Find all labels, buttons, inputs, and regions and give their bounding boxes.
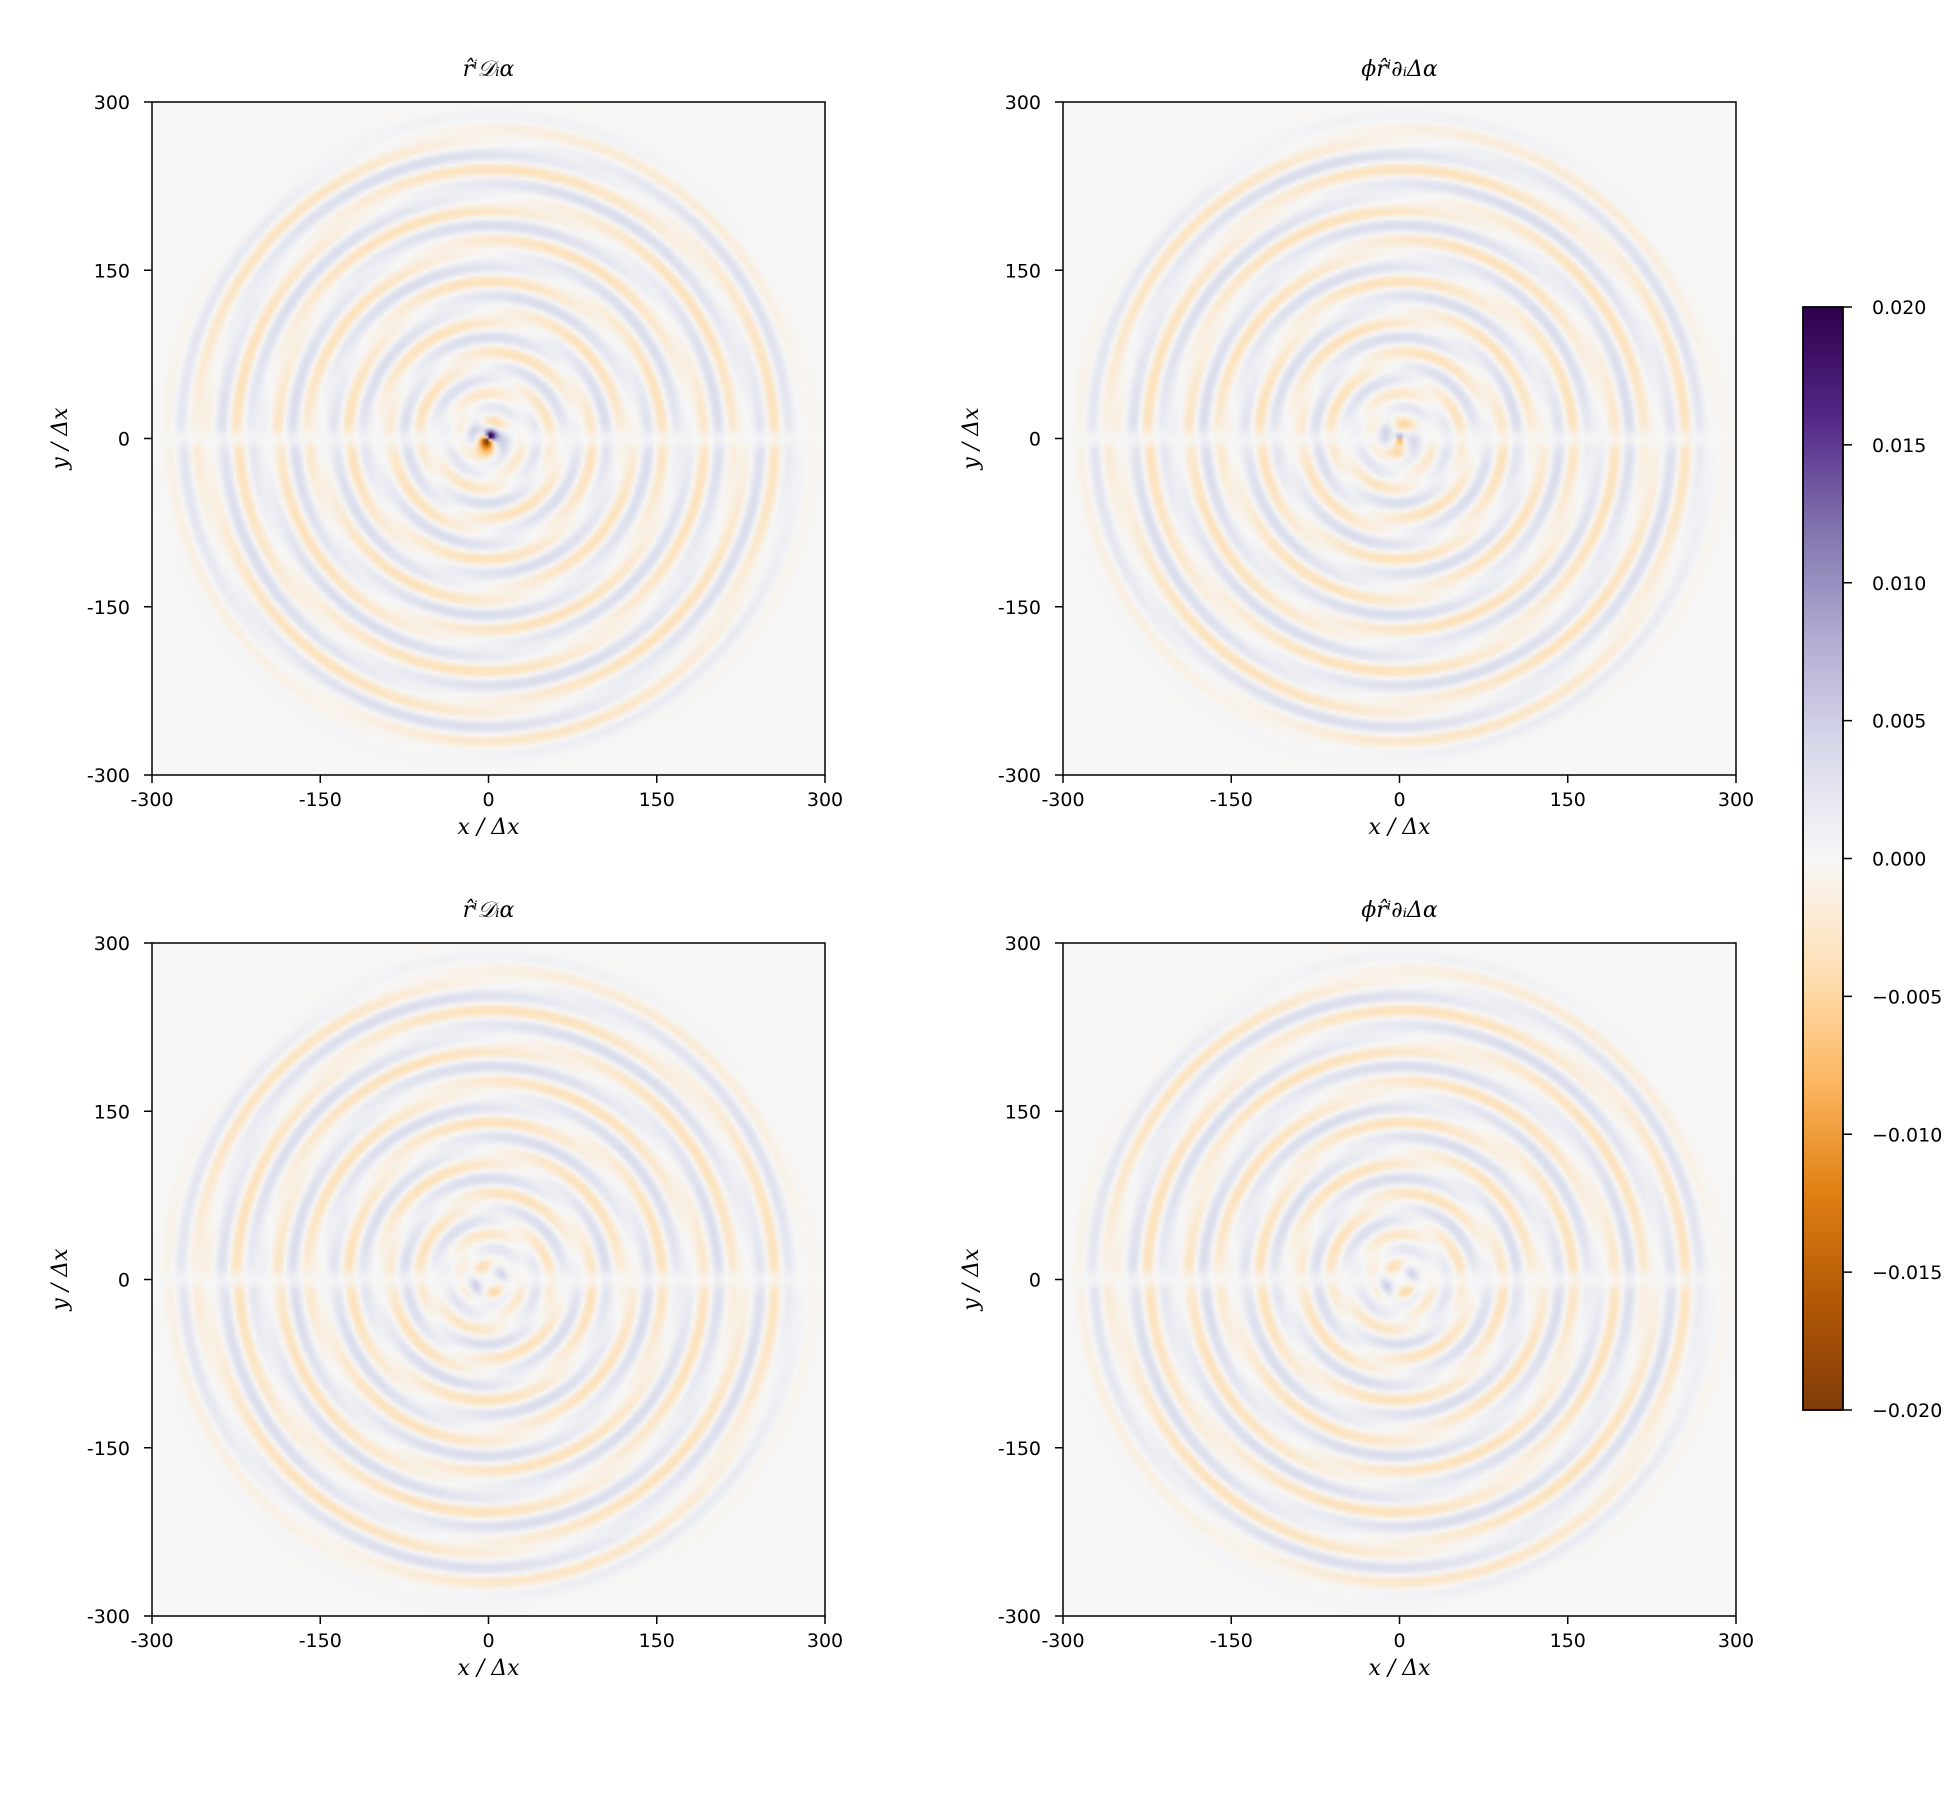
y-tick-label: -300	[998, 1606, 1041, 1628]
colorbar-tick-label: 0.015	[1872, 435, 1926, 457]
x-tick-label: -150	[1210, 789, 1253, 811]
y-tick-label: -300	[87, 765, 130, 787]
y-tick-label: 0	[118, 429, 130, 451]
colorbar-tick-label: 0.005	[1872, 711, 1926, 733]
colorbar-tick-label: −0.015	[1872, 1262, 1942, 1284]
x-ticks-2: -300 -150 0 150 300	[1041, 775, 1754, 811]
y-tick-label: -150	[87, 597, 130, 619]
y-tick-label: 150	[1005, 1101, 1041, 1123]
colorbar: 0.020 0.015 0.010 0.005 0.000 −0.005 −0.010 −0.…	[1802, 297, 1942, 1422]
heatmap-3	[152, 943, 825, 1616]
x-tick-label: -300	[1041, 1630, 1084, 1652]
y-axis-label-2: y / Δx	[959, 407, 984, 471]
panel-title-3: r̂ⁱ𝒟ᵢα	[463, 898, 515, 923]
x-tick-label: -150	[1210, 1630, 1253, 1652]
y-axis-label-3: y / Δx	[48, 1248, 73, 1312]
y-tick-label: 300	[1005, 92, 1041, 114]
x-tick-label: 150	[1550, 1630, 1586, 1652]
x-tick-label: 150	[1550, 789, 1586, 811]
panel-title-4: ϕr̂ⁱ∂ᵢΔα	[1361, 898, 1438, 923]
y-tick-label: 300	[1005, 933, 1041, 955]
panel-title-2: ϕr̂ⁱ∂ᵢΔα	[1361, 57, 1438, 82]
x-tick-label: 0	[1393, 789, 1405, 811]
x-axis-label-1: x / Δx	[457, 815, 520, 840]
y-tick-label: 0	[1029, 429, 1041, 451]
heatmap-2	[1063, 102, 1736, 775]
x-tick-label: 150	[639, 789, 675, 811]
x-tick-label: 300	[807, 789, 843, 811]
colorbar-tick-label: 0.000	[1872, 849, 1926, 871]
heatmap-4	[1063, 943, 1736, 1616]
panel-3: -300 -150 0 150 300 300 150 0 -150 -300 r̂ⁱ𝒟ᵢα x…	[48, 898, 843, 1681]
y-tick-label: -300	[998, 765, 1041, 787]
x-axis-label-3: x / Δx	[457, 1656, 520, 1681]
y-ticks-4: 300 150 0 -150 -300	[998, 933, 1063, 1628]
y-tick-label: 150	[94, 1101, 130, 1123]
x-tick-label: -300	[130, 789, 173, 811]
panel-4: -300 -150 0 150 300 300 150 0 -150 -300 ϕr̂ⁱ∂ᵢΔα…	[959, 898, 1754, 1681]
y-tick-label: 0	[1029, 1270, 1041, 1292]
colorbar-tick-label: −0.005	[1872, 986, 1942, 1008]
y-ticks-1: 300 150 0 -150 -300	[87, 92, 152, 787]
x-ticks-1: -300 -150 0 150 300	[130, 775, 843, 811]
y-tick-label: 150	[1005, 260, 1041, 282]
colorbar-gradient	[1802, 306, 1844, 1411]
y-tick-label: -150	[998, 597, 1041, 619]
panel-1: -300 -150 0 150 300 300 150 0 -150 -300 r̂ⁱ𝒟ᵢα x…	[48, 57, 843, 840]
colorbar-tick-label: −0.010	[1872, 1124, 1942, 1146]
colorbar-ticks: 0.020 0.015 0.010 0.005 0.000 −0.005 −0.010 −0.…	[1843, 297, 1942, 1422]
colorbar-tick-label: 0.010	[1872, 573, 1926, 595]
y-tick-label: -150	[87, 1438, 130, 1460]
colorbar-tick-label: −0.020	[1872, 1400, 1942, 1422]
x-tick-label: -300	[1041, 789, 1084, 811]
y-tick-label: -150	[998, 1438, 1041, 1460]
y-tick-label: 0	[118, 1270, 130, 1292]
x-tick-label: 300	[1718, 789, 1754, 811]
y-tick-label: 150	[94, 260, 130, 282]
y-tick-label: 300	[94, 933, 130, 955]
y-tick-label: -300	[87, 1606, 130, 1628]
x-tick-label: 150	[639, 1630, 675, 1652]
x-tick-label: 0	[482, 789, 494, 811]
x-tick-label: -300	[130, 1630, 173, 1652]
y-tick-label: 300	[94, 92, 130, 114]
x-tick-label: 0	[482, 1630, 494, 1652]
heatmap-1	[152, 102, 825, 775]
y-ticks-3: 300 150 0 -150 -300	[87, 933, 152, 1628]
x-axis-label-4: x / Δx	[1368, 1656, 1431, 1681]
x-tick-label: 300	[1718, 1630, 1754, 1652]
y-ticks-2: 300 150 0 -150 -300	[998, 92, 1063, 787]
x-ticks-4: -300 -150 0 150 300	[1041, 1616, 1754, 1652]
y-axis-label-4: y / Δx	[959, 1248, 984, 1312]
x-ticks-3: -300 -150 0 150 300	[130, 1616, 843, 1652]
x-tick-label: -150	[299, 1630, 342, 1652]
x-tick-label: 300	[807, 1630, 843, 1652]
panel-2: -300 -150 0 150 300 300 150 0 -150 -300 ϕr̂ⁱ∂ᵢΔα…	[959, 57, 1754, 840]
y-axis-label-1: y / Δx	[48, 407, 73, 471]
x-tick-label: -150	[299, 789, 342, 811]
colorbar-tick-label: 0.020	[1872, 297, 1926, 319]
x-tick-label: 0	[1393, 1630, 1405, 1652]
x-axis-label-2: x / Δx	[1368, 815, 1431, 840]
panel-title-1: r̂ⁱ𝒟ᵢα	[463, 57, 515, 82]
